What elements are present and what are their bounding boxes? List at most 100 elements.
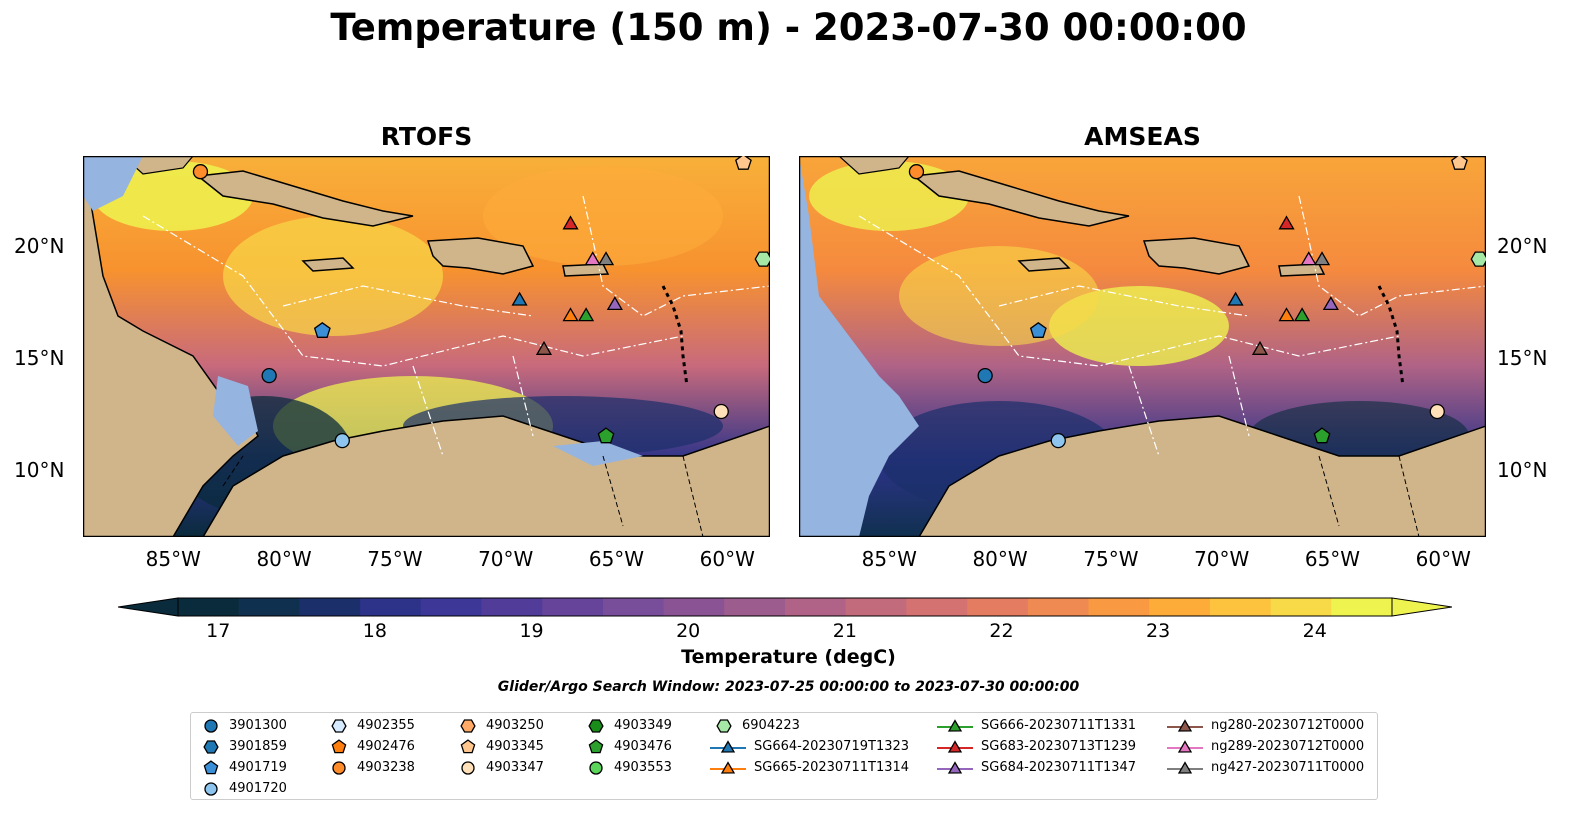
marker-4903347 [1429, 403, 1445, 420]
legend-marker-icon [460, 719, 476, 733]
figure-title: Temperature (150 m) - 2023-07-30 00:00:0… [330, 6, 1247, 49]
legend-marker-icon [203, 740, 219, 754]
lon-tick-label: 85°W [861, 547, 917, 571]
land-jamaica [1017, 257, 1071, 272]
marker-SG666-20230711T1331 [1293, 307, 1311, 322]
map-frame [799, 156, 1486, 537]
colorbar-segment [299, 598, 361, 616]
legend-marker-icon [716, 719, 732, 733]
lat-tick-label: 15°N [1497, 345, 1548, 370]
marker-SG664-20230719T1323 [1227, 291, 1244, 306]
amseas-map [799, 156, 1486, 537]
legend-label: SG666-20230711T1331 [981, 718, 1137, 733]
colorbar-outline [177, 597, 1393, 617]
legend-label: ng289-20230712T0000 [1211, 739, 1365, 754]
lat-tick-label: 20°N [1497, 233, 1548, 258]
marker-SG684-20230711T1347 [1322, 296, 1339, 311]
colorbar-segment [238, 598, 300, 616]
legend-label: SG665-20230711T1314 [754, 760, 910, 775]
lesser-antilles [1377, 285, 1405, 387]
legend-label: 4901720 [229, 781, 287, 796]
marker-4903476 [597, 427, 615, 444]
colorbar-segment [845, 598, 907, 616]
legend-marker-icon [588, 719, 604, 733]
lon-tick-label: 60°W [699, 547, 755, 571]
marker-ng280-20230712T0000 [1251, 340, 1269, 355]
search-window-label: Glider/Argo Search Window: 2023-07-25 00… [497, 679, 1080, 695]
legend: 3901300 3901859 4901719 4901720 4902355 49024… [190, 712, 1378, 800]
colorbar-extend-low [118, 597, 179, 617]
legend-label: ng280-20230712T0000 [1211, 718, 1365, 733]
colorbar-title: Temperature (degC) [681, 646, 896, 668]
legend-label: 4902355 [357, 718, 415, 733]
colorbar-tick-label: 19 [519, 620, 544, 642]
country-borders [222, 455, 704, 537]
legend-marker-icon [460, 739, 476, 754]
colorbar-tick-label: 20 [676, 620, 701, 642]
land-central-america [799, 156, 919, 537]
colorbar-segment [360, 598, 422, 616]
marker-4903238 [192, 164, 209, 180]
lon-tick-label: 80°W [256, 547, 312, 571]
panel-title-amseas: AMSEAS [1084, 122, 1201, 151]
lon-tick-label: 75°W [367, 547, 423, 571]
legend-marker-icon [937, 761, 973, 774]
legend-label: 4901719 [229, 760, 287, 775]
legend-marker-icon [331, 739, 347, 754]
marker-4903345 [1451, 156, 1468, 170]
colorbar-segment [1088, 598, 1150, 616]
marker-4901720 [334, 432, 350, 449]
rtofs-map [83, 156, 770, 537]
legend-label: 4903476 [614, 739, 672, 754]
lat-tick-label: 10°N [1497, 457, 1548, 482]
legend-marker-icon [332, 761, 346, 775]
markers-left [192, 156, 770, 449]
legend-label: SG664-20230719T1323 [754, 739, 910, 754]
marker-SG684-20230711T1347 [606, 296, 623, 311]
legend-marker-icon [204, 719, 218, 733]
lesser-antilles [661, 285, 689, 387]
marker-ng280-20230712T0000 [535, 340, 553, 355]
colorbar-tick-label: 18 [362, 620, 387, 642]
warm-core [899, 246, 1099, 346]
legend-label: 6904223 [742, 718, 800, 733]
lat-tick-label: 10°N [14, 457, 65, 482]
warm-core [223, 216, 443, 336]
marker-ng289-20230712T0000 [584, 251, 601, 266]
legend-label: 4903250 [486, 718, 544, 733]
country-borders [1318, 455, 1420, 537]
lon-tick-label: 60°W [1415, 547, 1471, 571]
map-frame [83, 156, 770, 537]
colorbar-tick-label: 22 [989, 620, 1014, 642]
legend-marker-icon [588, 739, 604, 754]
legend-label: SG684-20230711T1347 [981, 760, 1137, 775]
legend-label: SG683-20230713T1239 [981, 739, 1137, 754]
colorbar-segment [906, 598, 968, 616]
marker-SG683-20230713T1239 [562, 215, 579, 230]
legend-marker-icon [937, 740, 973, 753]
colorbar-segment [724, 598, 786, 616]
lon-tick-label: 75°W [1083, 547, 1139, 571]
marker-4903476 [1313, 427, 1331, 444]
shelf-venezuela [553, 441, 643, 466]
legend-marker-icon [331, 719, 347, 733]
shelf-nicaragua [213, 376, 258, 446]
colorbar [118, 597, 1452, 617]
legend-marker-icon [461, 761, 475, 775]
legend-label: 4903349 [614, 718, 672, 733]
legend-marker-icon [710, 740, 746, 753]
land-jamaica [301, 257, 355, 272]
legend-marker-icon [937, 719, 973, 732]
marker-4901720 [1050, 432, 1066, 449]
marker-6904223 [1470, 251, 1486, 267]
lon-tick-label: 70°W [478, 547, 534, 571]
lat-tick-label: 15°N [14, 345, 65, 370]
legend-label: 4903345 [486, 739, 544, 754]
legend-label: 4903238 [357, 760, 415, 775]
legend-label: ng427-20230711T0000 [1211, 760, 1365, 775]
colorbar-tick-label: 24 [1302, 620, 1327, 642]
marker-4903347 [713, 403, 729, 420]
marker-6904223 [754, 251, 770, 267]
colorbar-tick-label: 17 [206, 620, 231, 642]
colorbar-segment [967, 598, 1029, 616]
